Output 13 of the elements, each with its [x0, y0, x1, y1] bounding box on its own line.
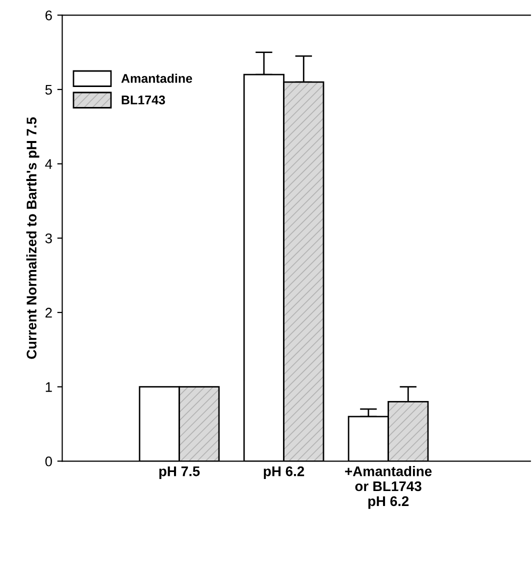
- y-tick-label: 5: [45, 84, 52, 95]
- y-tick-label: 1: [46, 382, 52, 392]
- y-tick-label: 4: [45, 159, 52, 169]
- legend-label: BL1743: [122, 96, 166, 104]
- y-axis-title: Current Normalized to Barth's pH 7.5: [26, 117, 40, 359]
- y-tick-label: 0: [45, 456, 52, 466]
- y-tick-label: 3: [45, 233, 52, 244]
- y-tick-label: 2: [45, 308, 52, 318]
- legend-label: Amantadine: [121, 74, 192, 83]
- x-tick-label: pH 6.2: [264, 466, 304, 479]
- x-tick-label: +Amantadine or BL1743 pH 6.2: [345, 466, 432, 509]
- x-tick-label: pH 7.5: [159, 466, 200, 479]
- y-tick-label: 6: [46, 10, 52, 20]
